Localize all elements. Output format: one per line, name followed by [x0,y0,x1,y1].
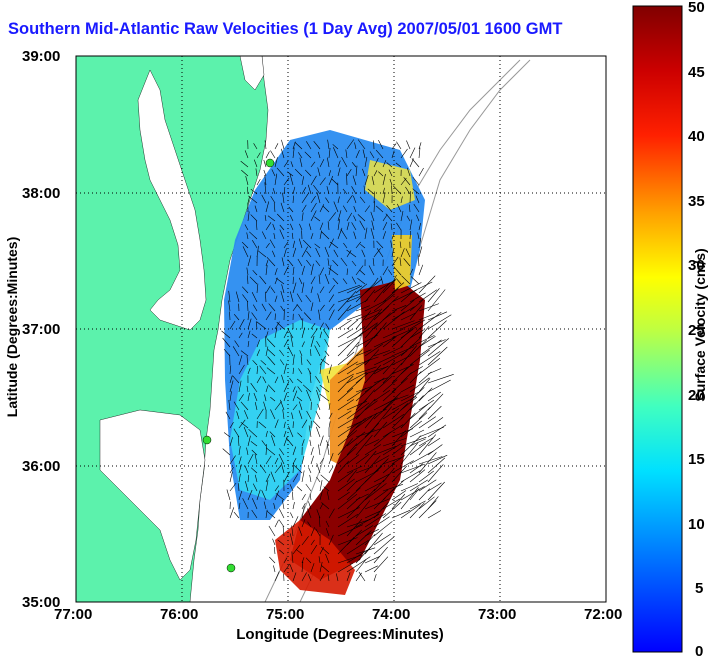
y-tick-label: 39:00 [22,49,60,64]
colorbar-tick-label: 40 [688,129,705,144]
colorbar-tick-label: 35 [688,194,705,209]
x-axis-label: Longitude (Degrees:Minutes) [236,626,444,643]
x-tick-label: 73:00 [478,607,516,622]
x-tick-label: 76:00 [160,607,198,622]
y-tick-label: 38:00 [22,186,60,201]
station-marker [227,564,235,572]
colorbar-tick-label: 45 [688,65,705,80]
colorbar-tick-label: 15 [688,452,705,467]
y-tick-label: 36:00 [22,459,60,474]
velocity-field-yellow-east [392,235,412,290]
x-tick-label: 74:00 [372,607,410,622]
colorbar-tick-label: 0 [695,644,703,659]
colorbar-label: Surface Velocity (cm/s) [692,248,708,401]
station-marker [266,159,274,167]
colorbar-tick-label: 5 [695,581,703,596]
x-tick-label: 75:00 [266,607,304,622]
colorbar [633,6,682,652]
y-axis-label: Latitude (Degrees:Minutes) [4,237,20,417]
x-tick-label: 77:00 [54,607,92,622]
x-tick-label: 72:00 [584,607,622,622]
chart-title: Southern Mid-Atlantic Raw Velocities (1 … [8,21,562,38]
colorbar-tick-label: 50 [688,0,705,15]
station-marker [203,436,211,444]
colorbar-tick-label: 10 [688,517,705,532]
y-tick-label: 37:00 [22,322,60,337]
